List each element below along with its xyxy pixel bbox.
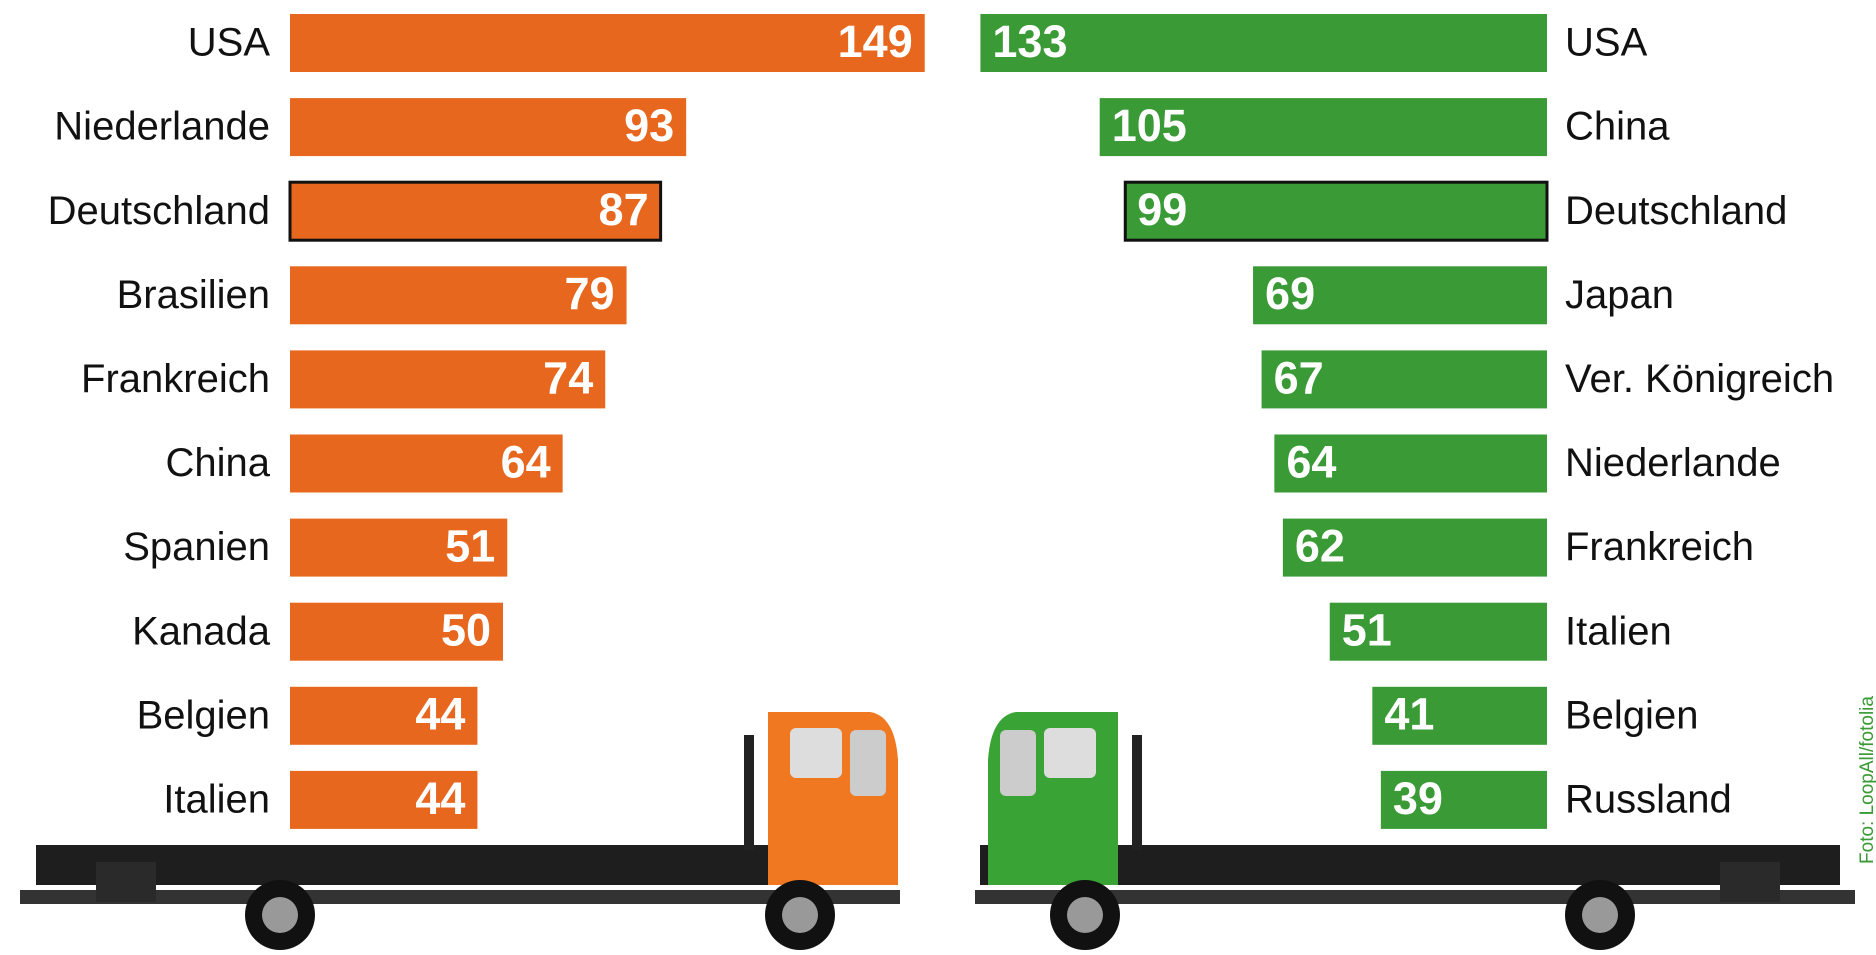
bar <box>1329 602 1547 661</box>
value-label: 93 <box>624 100 674 151</box>
category-label: Deutschland <box>1565 189 1787 233</box>
value-label: 51 <box>445 520 495 571</box>
bar <box>1253 266 1547 325</box>
bar <box>1274 434 1547 493</box>
value-label: 62 <box>1295 520 1345 571</box>
value-label: 64 <box>1286 436 1336 487</box>
category-label: Frankreich <box>81 357 270 401</box>
truck-left <box>20 712 900 950</box>
value-label: 50 <box>441 605 491 656</box>
category-label: USA <box>1565 21 1648 65</box>
bar <box>290 518 508 577</box>
category-label: Brasilien <box>117 273 270 317</box>
value-label: 74 <box>543 352 593 403</box>
category-label: Deutschland <box>48 189 270 233</box>
bar <box>980 14 1547 72</box>
category-label: Spanien <box>123 525 270 569</box>
category-label: Niederlande <box>1565 441 1781 485</box>
category-label: Belgien <box>1565 693 1698 737</box>
value-label: 99 <box>1137 184 1187 235</box>
truck-right <box>975 712 1855 950</box>
bar <box>290 266 627 325</box>
value-label: 105 <box>1112 100 1187 151</box>
category-label: Russland <box>1565 777 1732 821</box>
bar <box>290 98 687 157</box>
bar <box>1282 518 1547 577</box>
value-label: 64 <box>501 436 551 487</box>
bar <box>290 14 925 72</box>
bar <box>1380 770 1547 829</box>
category-label: China <box>165 441 270 485</box>
bar <box>1123 180 1549 242</box>
value-label: 39 <box>1393 773 1443 824</box>
value-label: 44 <box>415 689 465 740</box>
category-label: Kanada <box>132 609 271 653</box>
category-label: Ver. Königreich <box>1565 357 1834 401</box>
value-label: 79 <box>564 268 614 319</box>
category-label: USA <box>188 21 271 65</box>
bar <box>290 686 478 745</box>
category-label: Italien <box>1565 609 1672 653</box>
value-label: 87 <box>599 184 649 235</box>
bar <box>288 180 663 242</box>
value-label: 41 <box>1384 689 1434 740</box>
value-label: 133 <box>992 16 1067 67</box>
category-label: China <box>1565 105 1670 149</box>
bar <box>290 770 478 829</box>
bar <box>290 434 563 493</box>
value-label: 69 <box>1265 268 1315 319</box>
bar <box>1372 686 1547 745</box>
category-label: Italien <box>163 777 270 821</box>
category-label: Belgien <box>137 693 270 737</box>
value-label: 149 <box>838 16 913 67</box>
photo-credit: Foto: LoopAll/fotolia <box>1857 696 1876 864</box>
bar <box>290 350 606 409</box>
value-label: 51 <box>1342 605 1392 656</box>
bar <box>1099 98 1547 157</box>
value-label: 67 <box>1274 352 1324 403</box>
category-label: Niederlande <box>54 105 270 149</box>
category-label: Japan <box>1565 273 1674 317</box>
value-label: 44 <box>415 773 465 824</box>
bar <box>290 602 503 661</box>
bar <box>1261 350 1547 409</box>
category-label: Frankreich <box>1565 525 1754 569</box>
